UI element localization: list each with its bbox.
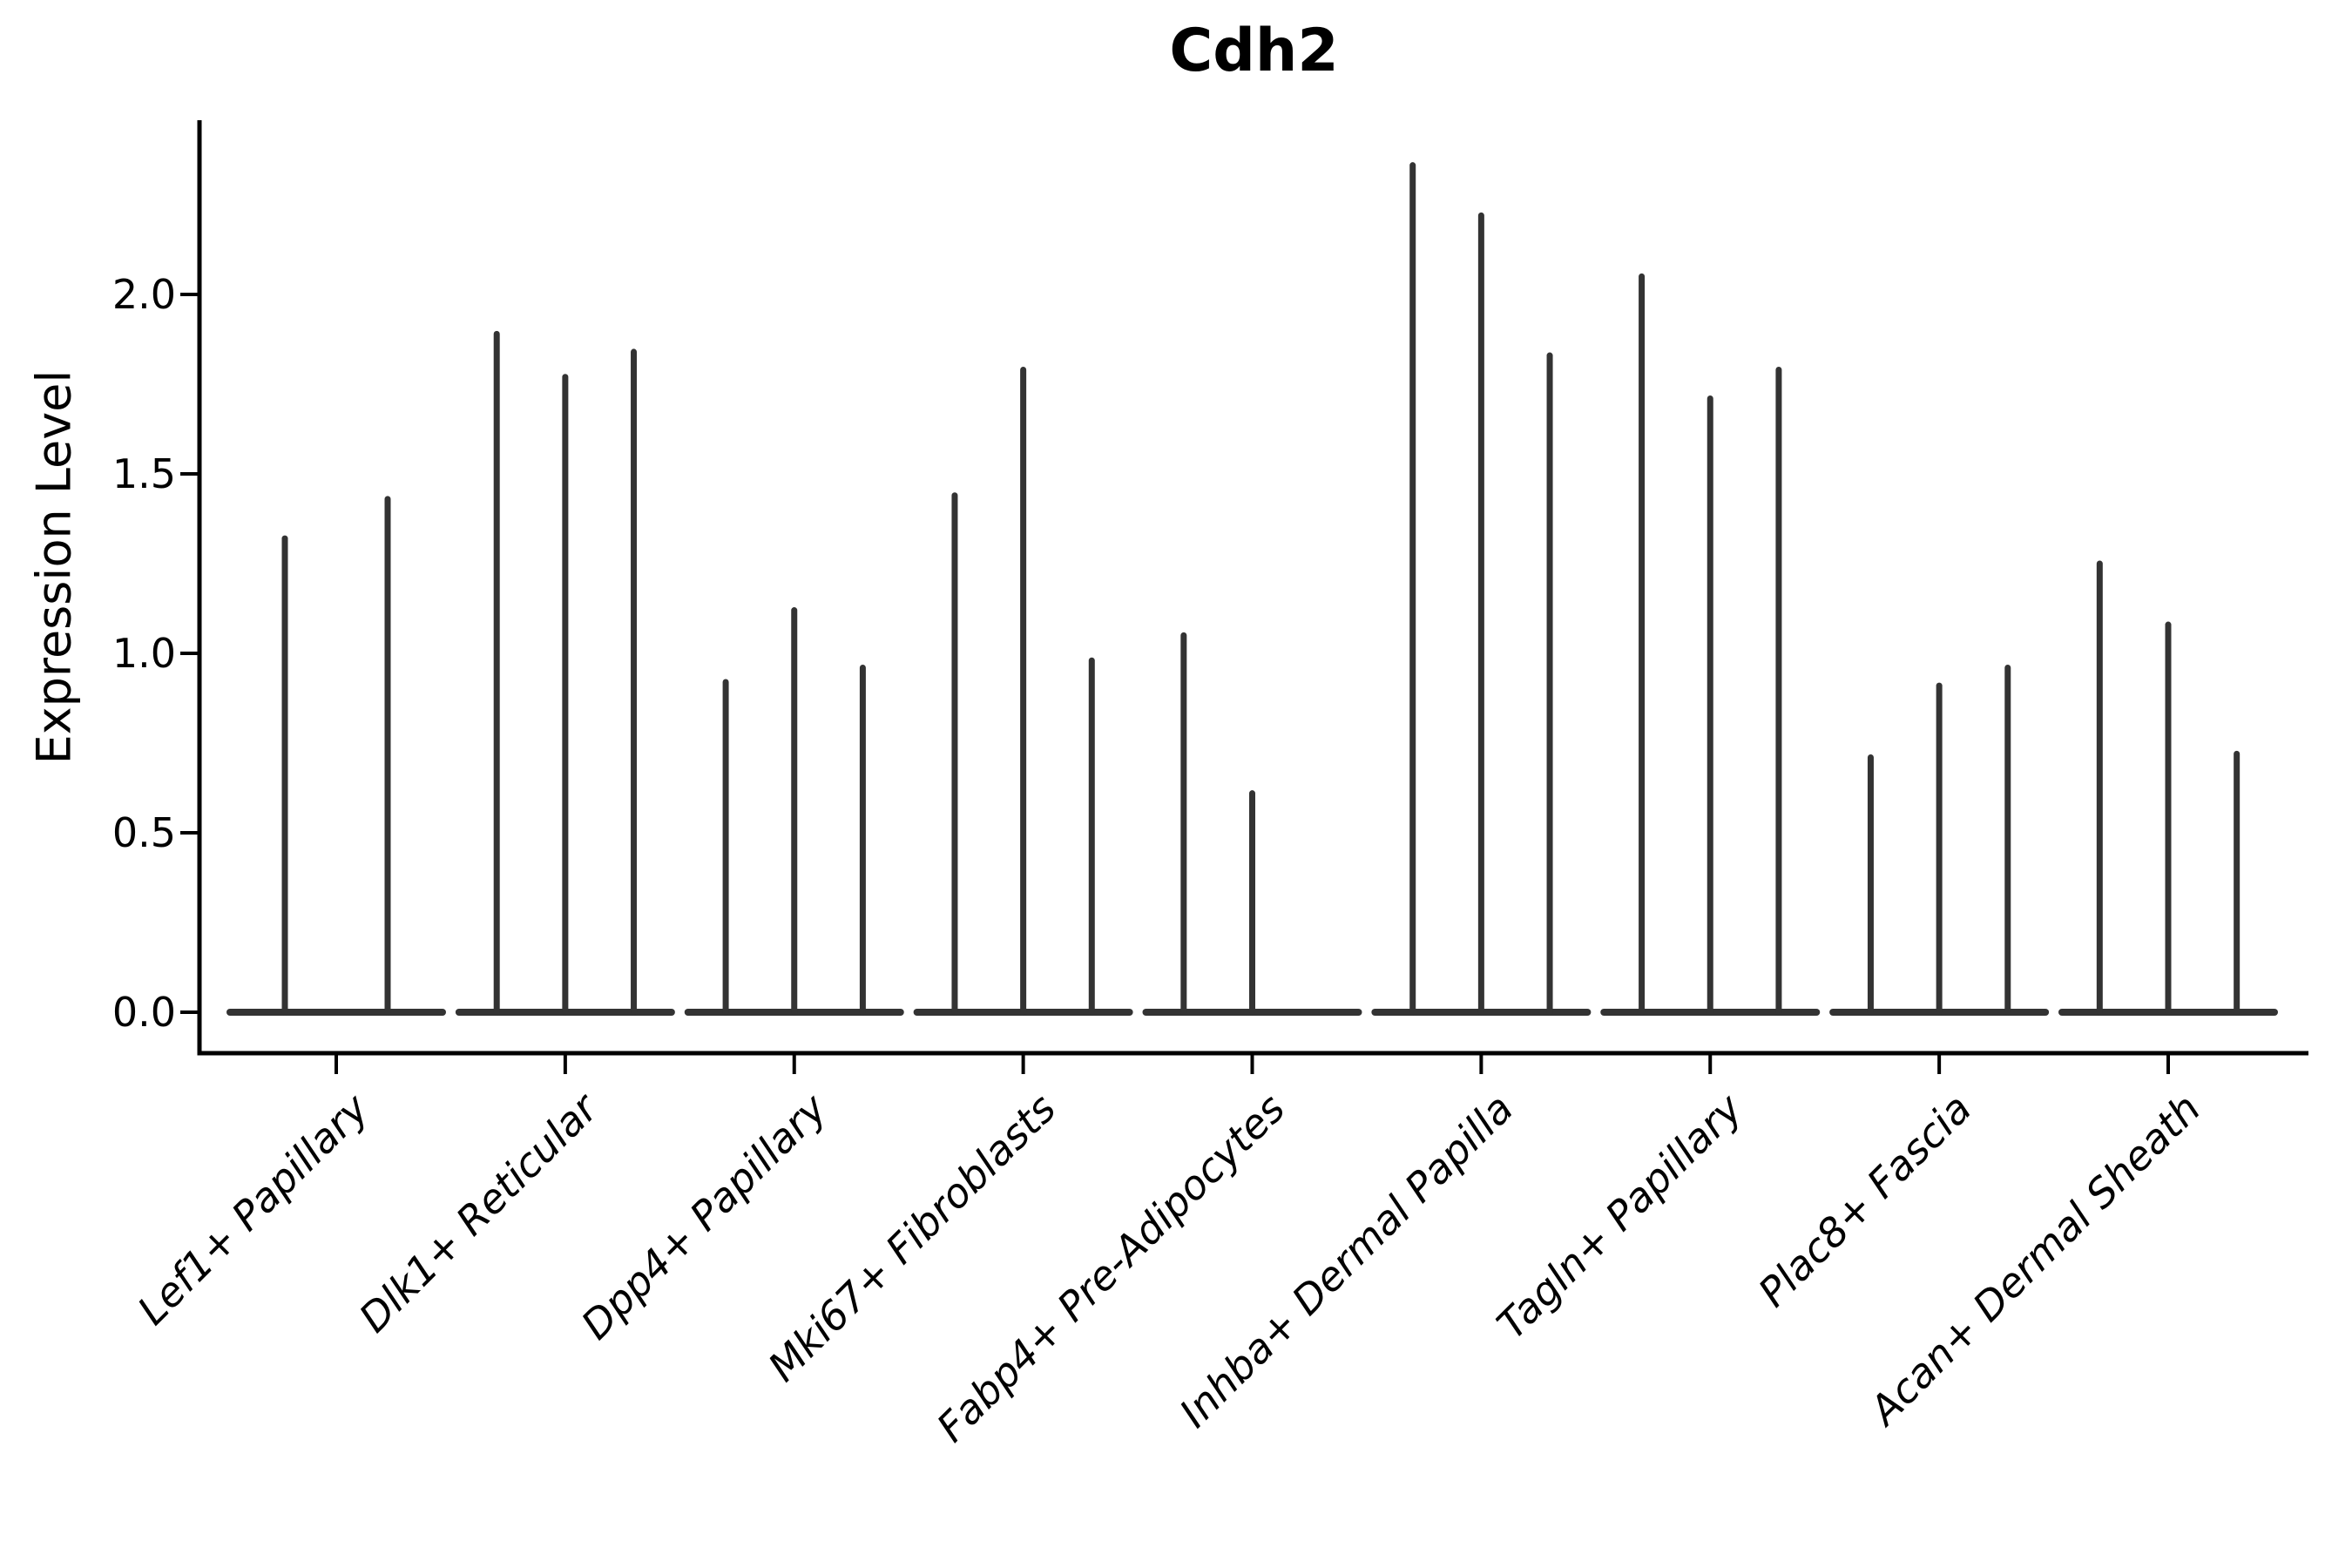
y-tick-label: 0.0 — [112, 989, 176, 1036]
y-tick-label: 1.5 — [112, 450, 176, 497]
y-tick-label: 2.0 — [112, 271, 176, 318]
chart-title: Cdh2 — [1169, 17, 1339, 85]
y-tick-label: 0.5 — [112, 809, 176, 856]
y-tick-label: 1.0 — [112, 630, 176, 677]
